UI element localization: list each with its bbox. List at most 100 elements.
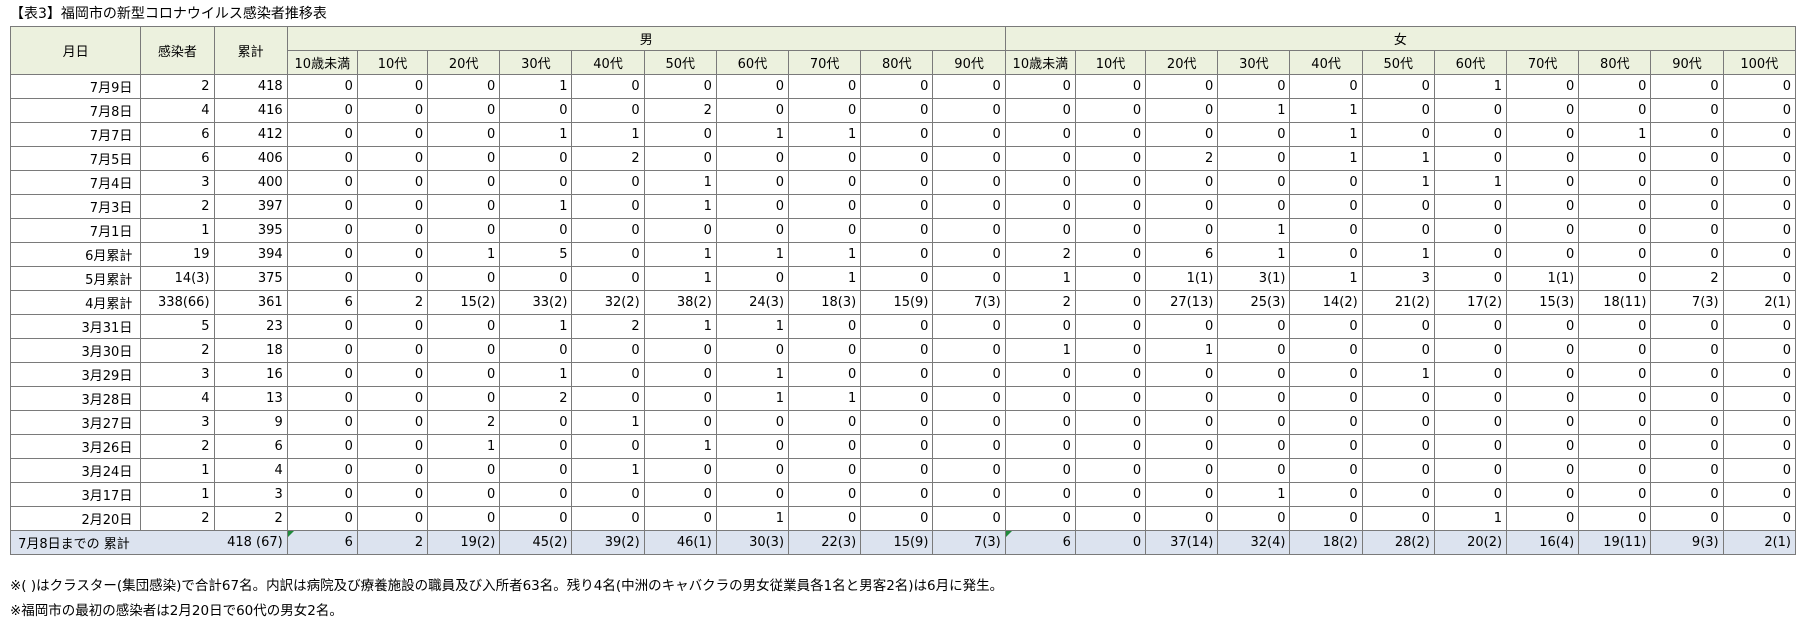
row-male-count: 0 — [715, 434, 790, 459]
row-female-count: 0 — [1289, 194, 1363, 219]
row-cases: 4 — [140, 386, 215, 411]
row-female-count: 0 — [1506, 482, 1580, 507]
row-female-count: 0 — [1578, 98, 1652, 123]
row-cases: 14(3) — [140, 266, 215, 291]
row-male-count: 1 — [643, 266, 717, 291]
row-female-count: 0 — [1004, 170, 1076, 195]
row-female-count: 0 — [1650, 482, 1724, 507]
row-male-count: 0 — [286, 314, 358, 339]
row-male-count: 2 — [571, 146, 645, 171]
row-female-count: 0 — [1722, 362, 1797, 387]
row-male-count: 0 — [715, 74, 790, 99]
row-female-count: 0 — [1217, 170, 1291, 195]
row-male-count: 0 — [715, 338, 790, 363]
row-male-count: 0 — [427, 362, 501, 387]
row-female-count: 0 — [1289, 338, 1363, 363]
table-row: 3月27日 3 9 0 0 2 0 1 0 0 0 0 0 0 0 0 0 0 0 0 0 0 0 0 — [9, 410, 1797, 435]
row-female-count: 0 — [1145, 434, 1219, 459]
row-male-count: 0 — [932, 458, 1006, 483]
row-male-count: 1 — [643, 194, 717, 219]
row-date: 3月31日 — [9, 314, 142, 339]
row-male-count: 0 — [932, 506, 1006, 531]
row-female-count: 0 — [1578, 410, 1652, 435]
row-female-count: 1 — [1289, 266, 1363, 291]
row-cumulative: 16 — [213, 362, 288, 387]
row-date: 7月8日 — [9, 98, 142, 123]
row-female-count: 0 — [1578, 74, 1652, 99]
row-male-count: 0 — [499, 218, 573, 243]
row-male-count: 0 — [571, 338, 645, 363]
row-female-count: 2 — [1145, 146, 1219, 171]
row-cumulative: 13 — [213, 386, 288, 411]
row-female-count: 0 — [1506, 242, 1580, 267]
row-female-count: 0 — [1506, 194, 1580, 219]
row-male-count: 0 — [571, 194, 645, 219]
row-female-count: 0 — [1361, 506, 1435, 531]
row-female-count: 0 — [1145, 194, 1219, 219]
row-female-count: 0 — [1722, 410, 1797, 435]
row-male-count: 0 — [932, 434, 1006, 459]
row-male-count: 32(2) — [571, 290, 645, 315]
row-female-count: 0 — [1506, 74, 1580, 99]
total-male-count: 7(3) — [932, 530, 1006, 555]
row-male-count: 0 — [499, 458, 573, 483]
table-row: 2月20日 2 2 0 0 0 0 0 0 1 0 0 0 0 0 0 0 0 0 1 0 0 0 0 — [9, 506, 1797, 531]
row-cumulative: 406 — [213, 146, 288, 171]
total-male-count: 39(2) — [571, 530, 645, 555]
header-male-age: 50代 — [643, 50, 717, 75]
row-female-count: 1 — [1004, 338, 1076, 363]
row-cases: 338(66) — [140, 290, 215, 315]
infection-table: 月日 感染者 累計 男 女 10歳未満 10代 20代 30代 40代 50代 60代 70代… — [9, 26, 1797, 555]
row-male-count: 0 — [286, 194, 358, 219]
total-female-count: 37(14) — [1145, 530, 1219, 555]
row-male-count: 0 — [860, 458, 934, 483]
row-female-count: 0 — [1433, 458, 1508, 483]
row-male-count: 0 — [356, 410, 429, 435]
row-male-count: 0 — [643, 506, 717, 531]
row-male-count: 0 — [571, 218, 645, 243]
row-male-count: 0 — [932, 410, 1006, 435]
row-male-count: 0 — [286, 458, 358, 483]
row-male-count: 0 — [860, 506, 934, 531]
row-female-count: 0 — [1578, 506, 1652, 531]
row-female-count: 0 — [1433, 410, 1508, 435]
row-female-count: 0 — [1506, 434, 1580, 459]
row-female-count: 0 — [1074, 506, 1147, 531]
row-male-count: 0 — [788, 482, 862, 507]
row-female-count: 0 — [1722, 338, 1797, 363]
row-male-count: 0 — [427, 458, 501, 483]
row-female-count: 1 — [1217, 242, 1291, 267]
row-male-count: 0 — [715, 194, 790, 219]
row-female-count: 1(1) — [1506, 266, 1580, 291]
row-male-count: 0 — [643, 410, 717, 435]
row-female-count: 0 — [1722, 482, 1797, 507]
row-female-count: 0 — [1217, 458, 1291, 483]
row-female-count: 1 — [1289, 146, 1363, 171]
table-row: 7月7日 6 412 0 0 0 1 1 0 1 1 0 0 0 0 0 0 1 0 0 0 1 0 0 — [9, 122, 1797, 147]
row-male-count: 0 — [499, 506, 573, 531]
row-male-count: 0 — [286, 410, 358, 435]
total-female-count: 28(2) — [1361, 530, 1435, 555]
row-female-count: 0 — [1217, 314, 1291, 339]
row-female-count: 0 — [1145, 170, 1219, 195]
row-male-count: 1 — [715, 386, 790, 411]
row-male-count: 6 — [286, 290, 358, 315]
row-female-count: 0 — [1289, 482, 1363, 507]
row-female-count: 2(1) — [1722, 290, 1797, 315]
row-date: 7月3日 — [9, 194, 142, 219]
table-row: 3月31日 5 23 0 0 0 1 2 1 1 0 0 0 0 0 0 0 0 0 0 0 0 0 0 — [9, 314, 1797, 339]
row-date: 3月28日 — [9, 386, 142, 411]
total-female-count: 19(11) — [1578, 530, 1652, 555]
row-female-count: 3(1) — [1217, 266, 1291, 291]
row-male-count: 0 — [427, 266, 501, 291]
row-female-count: 0 — [1578, 170, 1652, 195]
row-female-count: 0 — [1145, 386, 1219, 411]
row-female-count: 0 — [1506, 506, 1580, 531]
row-male-count: 33(2) — [499, 290, 573, 315]
row-male-count: 1 — [643, 434, 717, 459]
row-date: 7月9日 — [9, 74, 142, 99]
row-male-count: 0 — [427, 314, 501, 339]
row-male-count: 1 — [427, 434, 501, 459]
row-cases: 3 — [140, 362, 215, 387]
row-female-count: 0 — [1145, 218, 1219, 243]
